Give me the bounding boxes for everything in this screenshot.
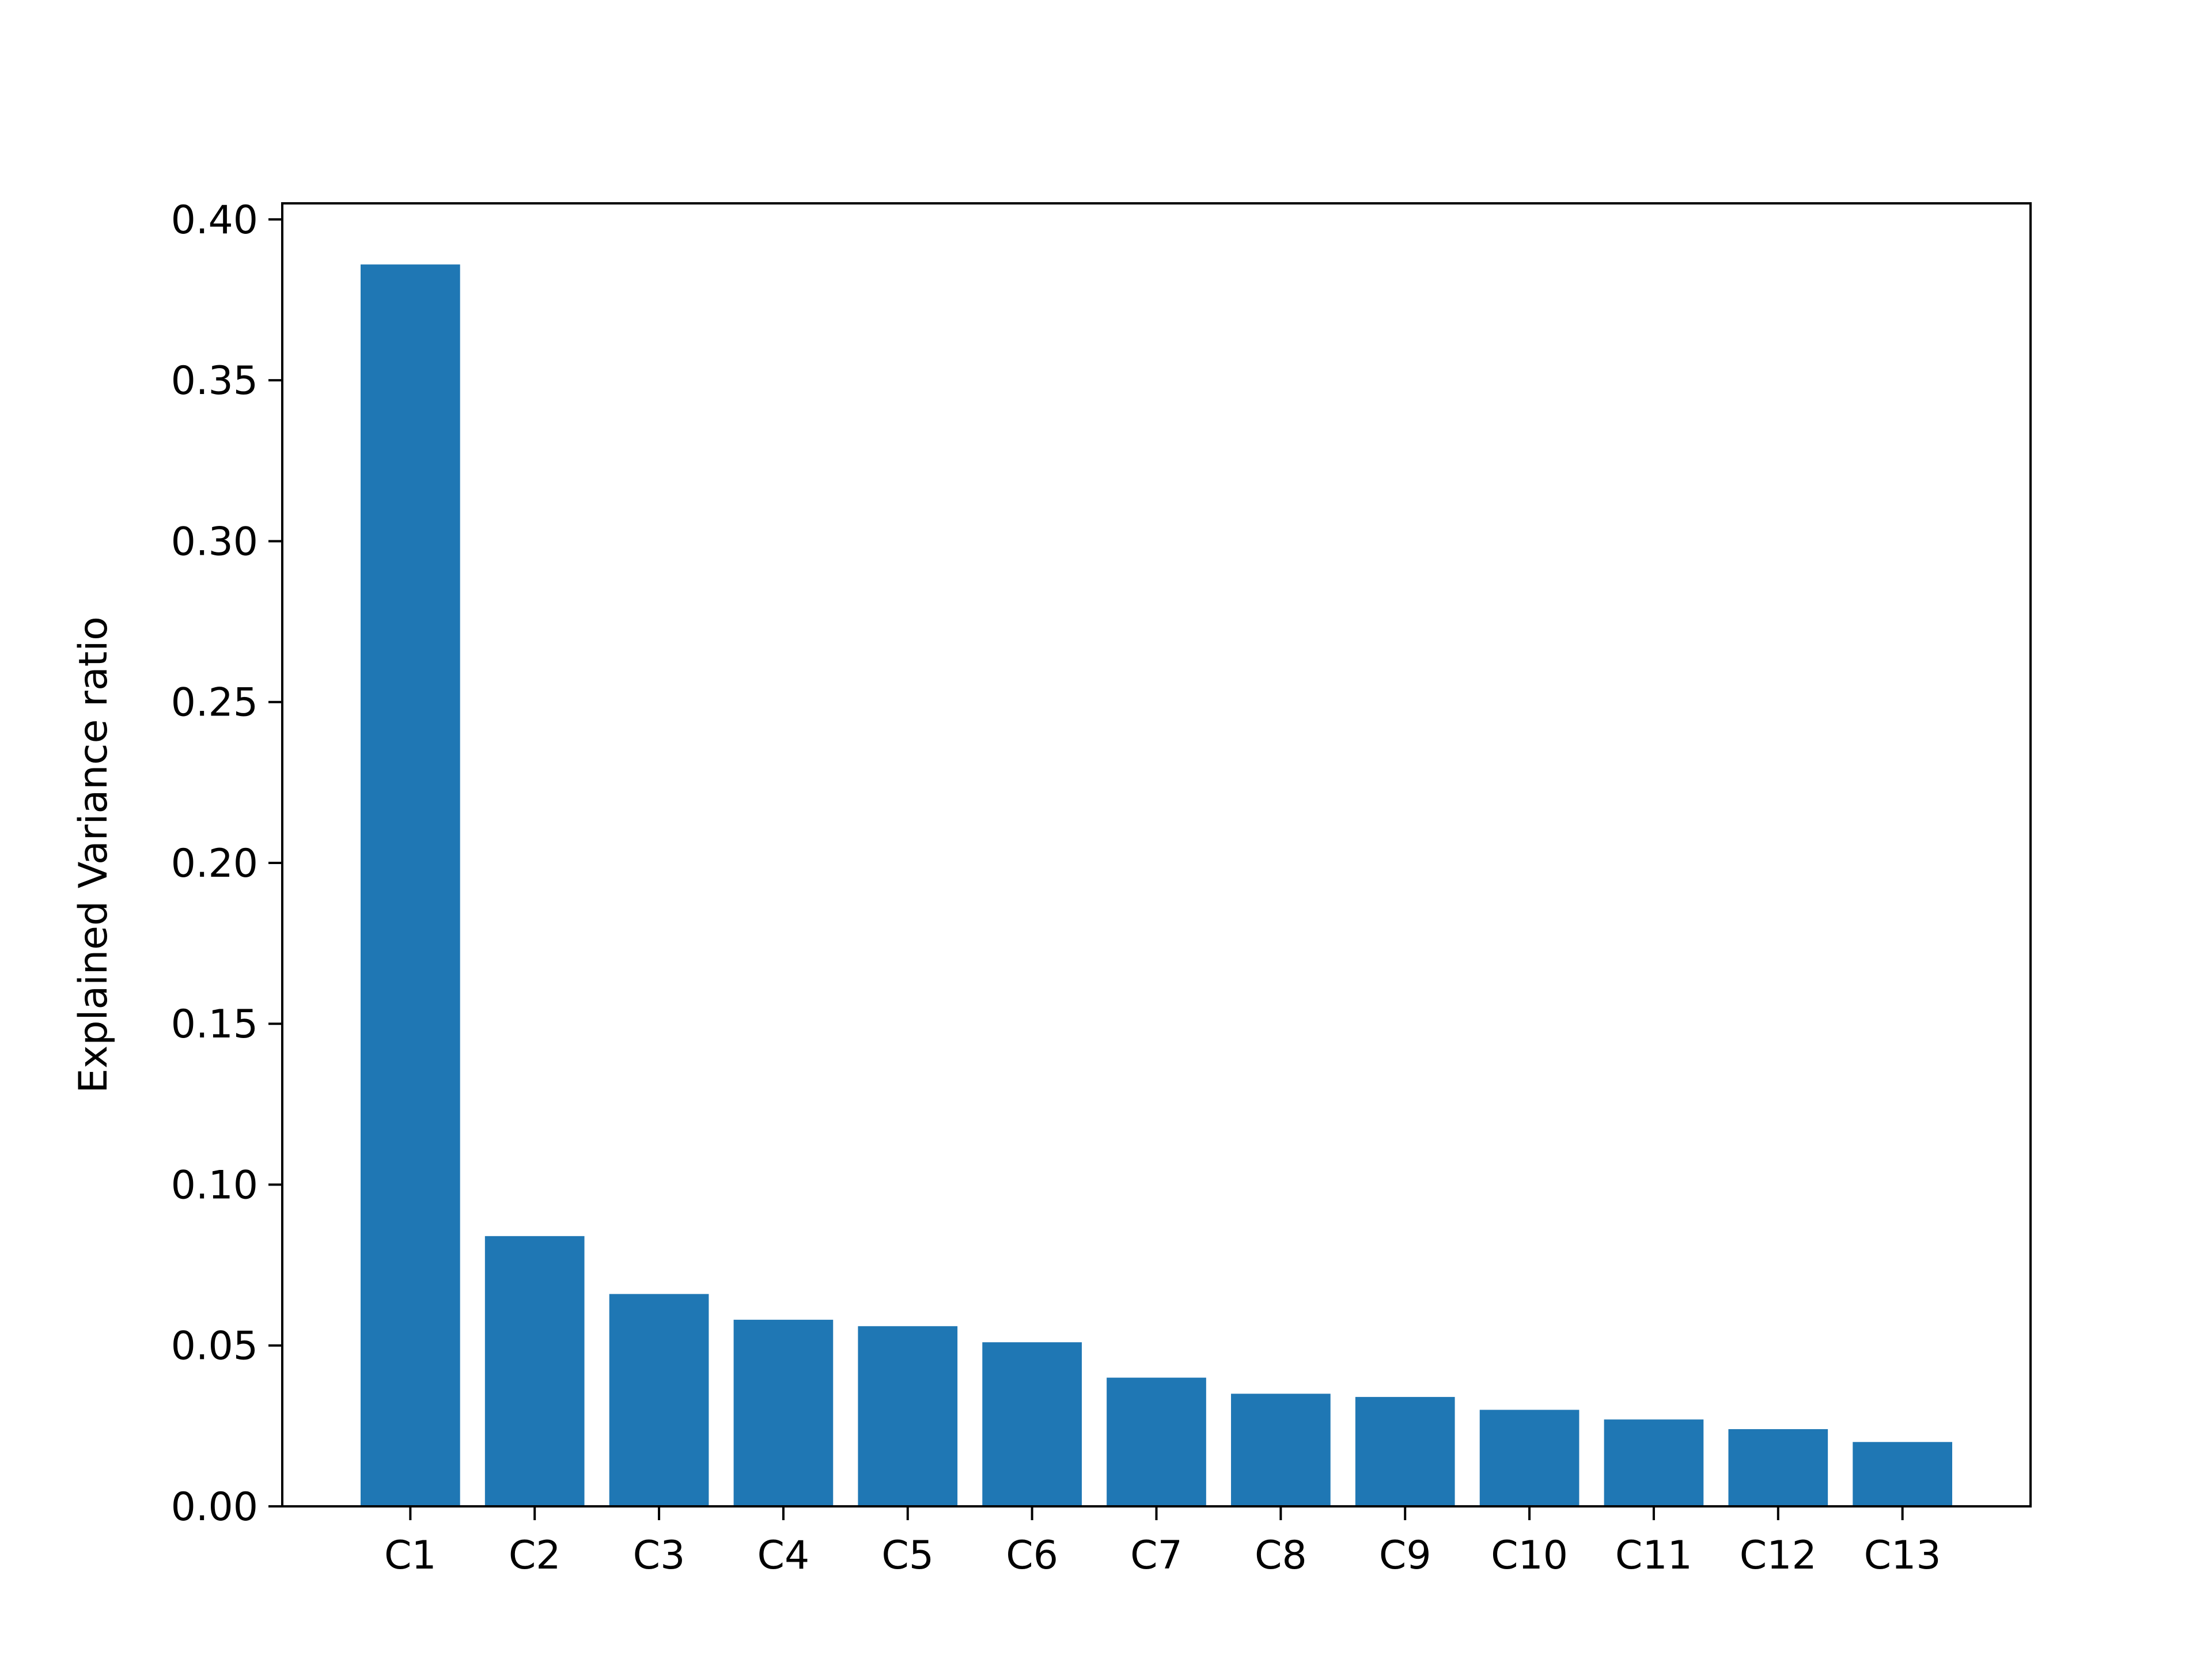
x-tick-label: C2: [509, 1533, 561, 1578]
bar-C7: [1107, 1377, 1206, 1506]
y-axis-label: Explained Variance ratio: [71, 616, 116, 1093]
y-tick-label: 0.35: [171, 358, 258, 404]
bar-C6: [982, 1342, 1082, 1506]
x-tick-label: C13: [1864, 1533, 1941, 1578]
bars-layer: [360, 264, 1953, 1506]
bar-C2: [484, 1236, 585, 1506]
x-tick-label: C4: [757, 1533, 810, 1578]
x-tick-label: C10: [1491, 1533, 1568, 1578]
x-tick-label: C11: [1615, 1533, 1692, 1578]
bar-C11: [1604, 1419, 1704, 1506]
bar-C8: [1231, 1393, 1331, 1506]
y-tick-label: 0.20: [171, 841, 258, 887]
bar-C12: [1728, 1429, 1828, 1506]
y-tick-label: 0.10: [171, 1162, 258, 1208]
y-tick-label: 0.00: [171, 1484, 258, 1530]
y-tick-label: 0.30: [171, 519, 258, 565]
x-tick-label: C5: [881, 1533, 934, 1578]
x-tick-label: C6: [1006, 1533, 1058, 1578]
bar-C10: [1479, 1410, 1580, 1506]
bar-C5: [858, 1326, 958, 1506]
x-tick-label: C7: [1130, 1533, 1183, 1578]
x-tick-label: C9: [1379, 1533, 1431, 1578]
x-tick-label: C12: [1740, 1533, 1817, 1578]
bar-C1: [360, 264, 460, 1506]
x-tick-label: C1: [384, 1533, 437, 1578]
x-tick-label: C8: [1255, 1533, 1307, 1578]
y-tick-label: 0.40: [171, 198, 258, 243]
bar-C9: [1355, 1397, 1455, 1506]
x-tick-label: C3: [633, 1533, 685, 1578]
y-tick-label: 0.25: [171, 680, 258, 726]
plot-frame: [281, 202, 2032, 1508]
y-axis-ticks: 0.00 0.05 0.10 0.15 0.20 0.25 0.30 0.35 0.40: [171, 198, 282, 1530]
bar-C4: [733, 1320, 834, 1506]
bar-C13: [1853, 1442, 1953, 1506]
x-axis-ticks: C1 C2 C3 C4 C5 C6 C7 C8 C9 C10 C11 C12 C13: [384, 1506, 1941, 1578]
y-tick-label: 0.05: [171, 1324, 258, 1369]
bar-C3: [609, 1294, 709, 1506]
y-tick-label: 0.15: [171, 1002, 258, 1047]
